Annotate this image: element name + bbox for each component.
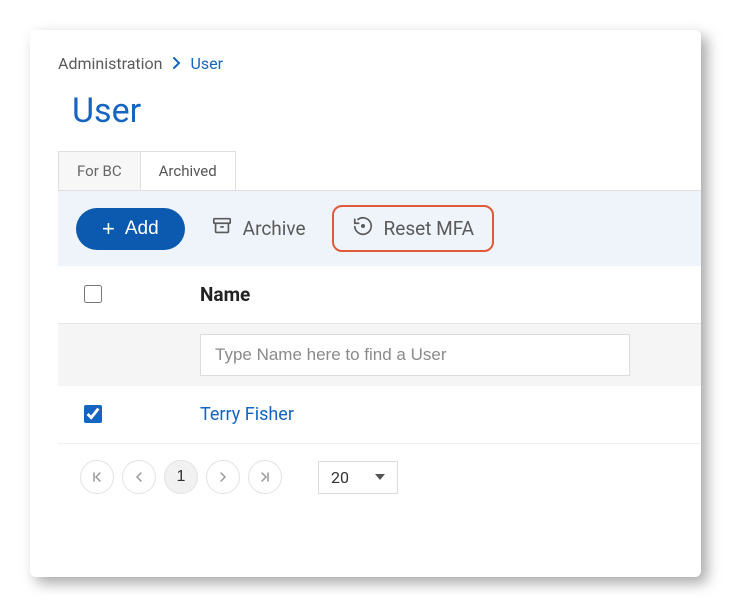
breadcrumb: Administration User <box>58 54 701 73</box>
user-name-link[interactable]: Terry Fisher <box>200 404 294 425</box>
name-filter-input[interactable] <box>200 334 630 376</box>
add-button[interactable]: + Add <box>76 208 185 250</box>
caret-down-icon <box>375 474 385 480</box>
pager: 1 20 <box>58 444 701 510</box>
chevron-right-icon <box>173 54 181 73</box>
page-size-value: 20 <box>331 468 349 487</box>
table-header: Name <box>58 266 701 324</box>
toolbar: + Add Archive Reset MFA <box>58 191 701 266</box>
select-all-checkbox[interactable] <box>84 285 102 303</box>
tab-for-bc[interactable]: For BC <box>58 151 141 190</box>
column-header-name[interactable]: Name <box>200 283 250 306</box>
row-checkbox[interactable] <box>84 405 102 423</box>
filter-row <box>58 324 701 386</box>
breadcrumb-current[interactable]: User <box>191 54 224 73</box>
pager-next-button[interactable] <box>206 460 240 494</box>
page-title: User <box>72 91 701 131</box>
plus-icon: + <box>102 218 115 240</box>
tab-archived[interactable]: Archived <box>141 151 236 190</box>
table-row: Terry Fisher <box>58 386 701 444</box>
pager-prev-button[interactable] <box>122 460 156 494</box>
archive-icon <box>211 215 233 242</box>
reset-mfa-button[interactable]: Reset MFA <box>332 205 495 252</box>
breadcrumb-root[interactable]: Administration <box>58 54 163 73</box>
user-admin-panel: Administration User User For BC Archived… <box>30 30 701 577</box>
page-size-select[interactable]: 20 <box>318 461 398 494</box>
pager-current-page[interactable]: 1 <box>164 460 198 494</box>
add-button-label: Add <box>125 218 159 240</box>
archive-label: Archive <box>243 217 306 240</box>
tab-bar: For BC Archived <box>58 151 701 191</box>
pager-first-button[interactable] <box>80 460 114 494</box>
reset-mfa-icon <box>352 215 374 242</box>
reset-mfa-label: Reset MFA <box>384 217 475 240</box>
archive-button[interactable]: Archive <box>211 215 306 242</box>
pager-last-button[interactable] <box>248 460 282 494</box>
